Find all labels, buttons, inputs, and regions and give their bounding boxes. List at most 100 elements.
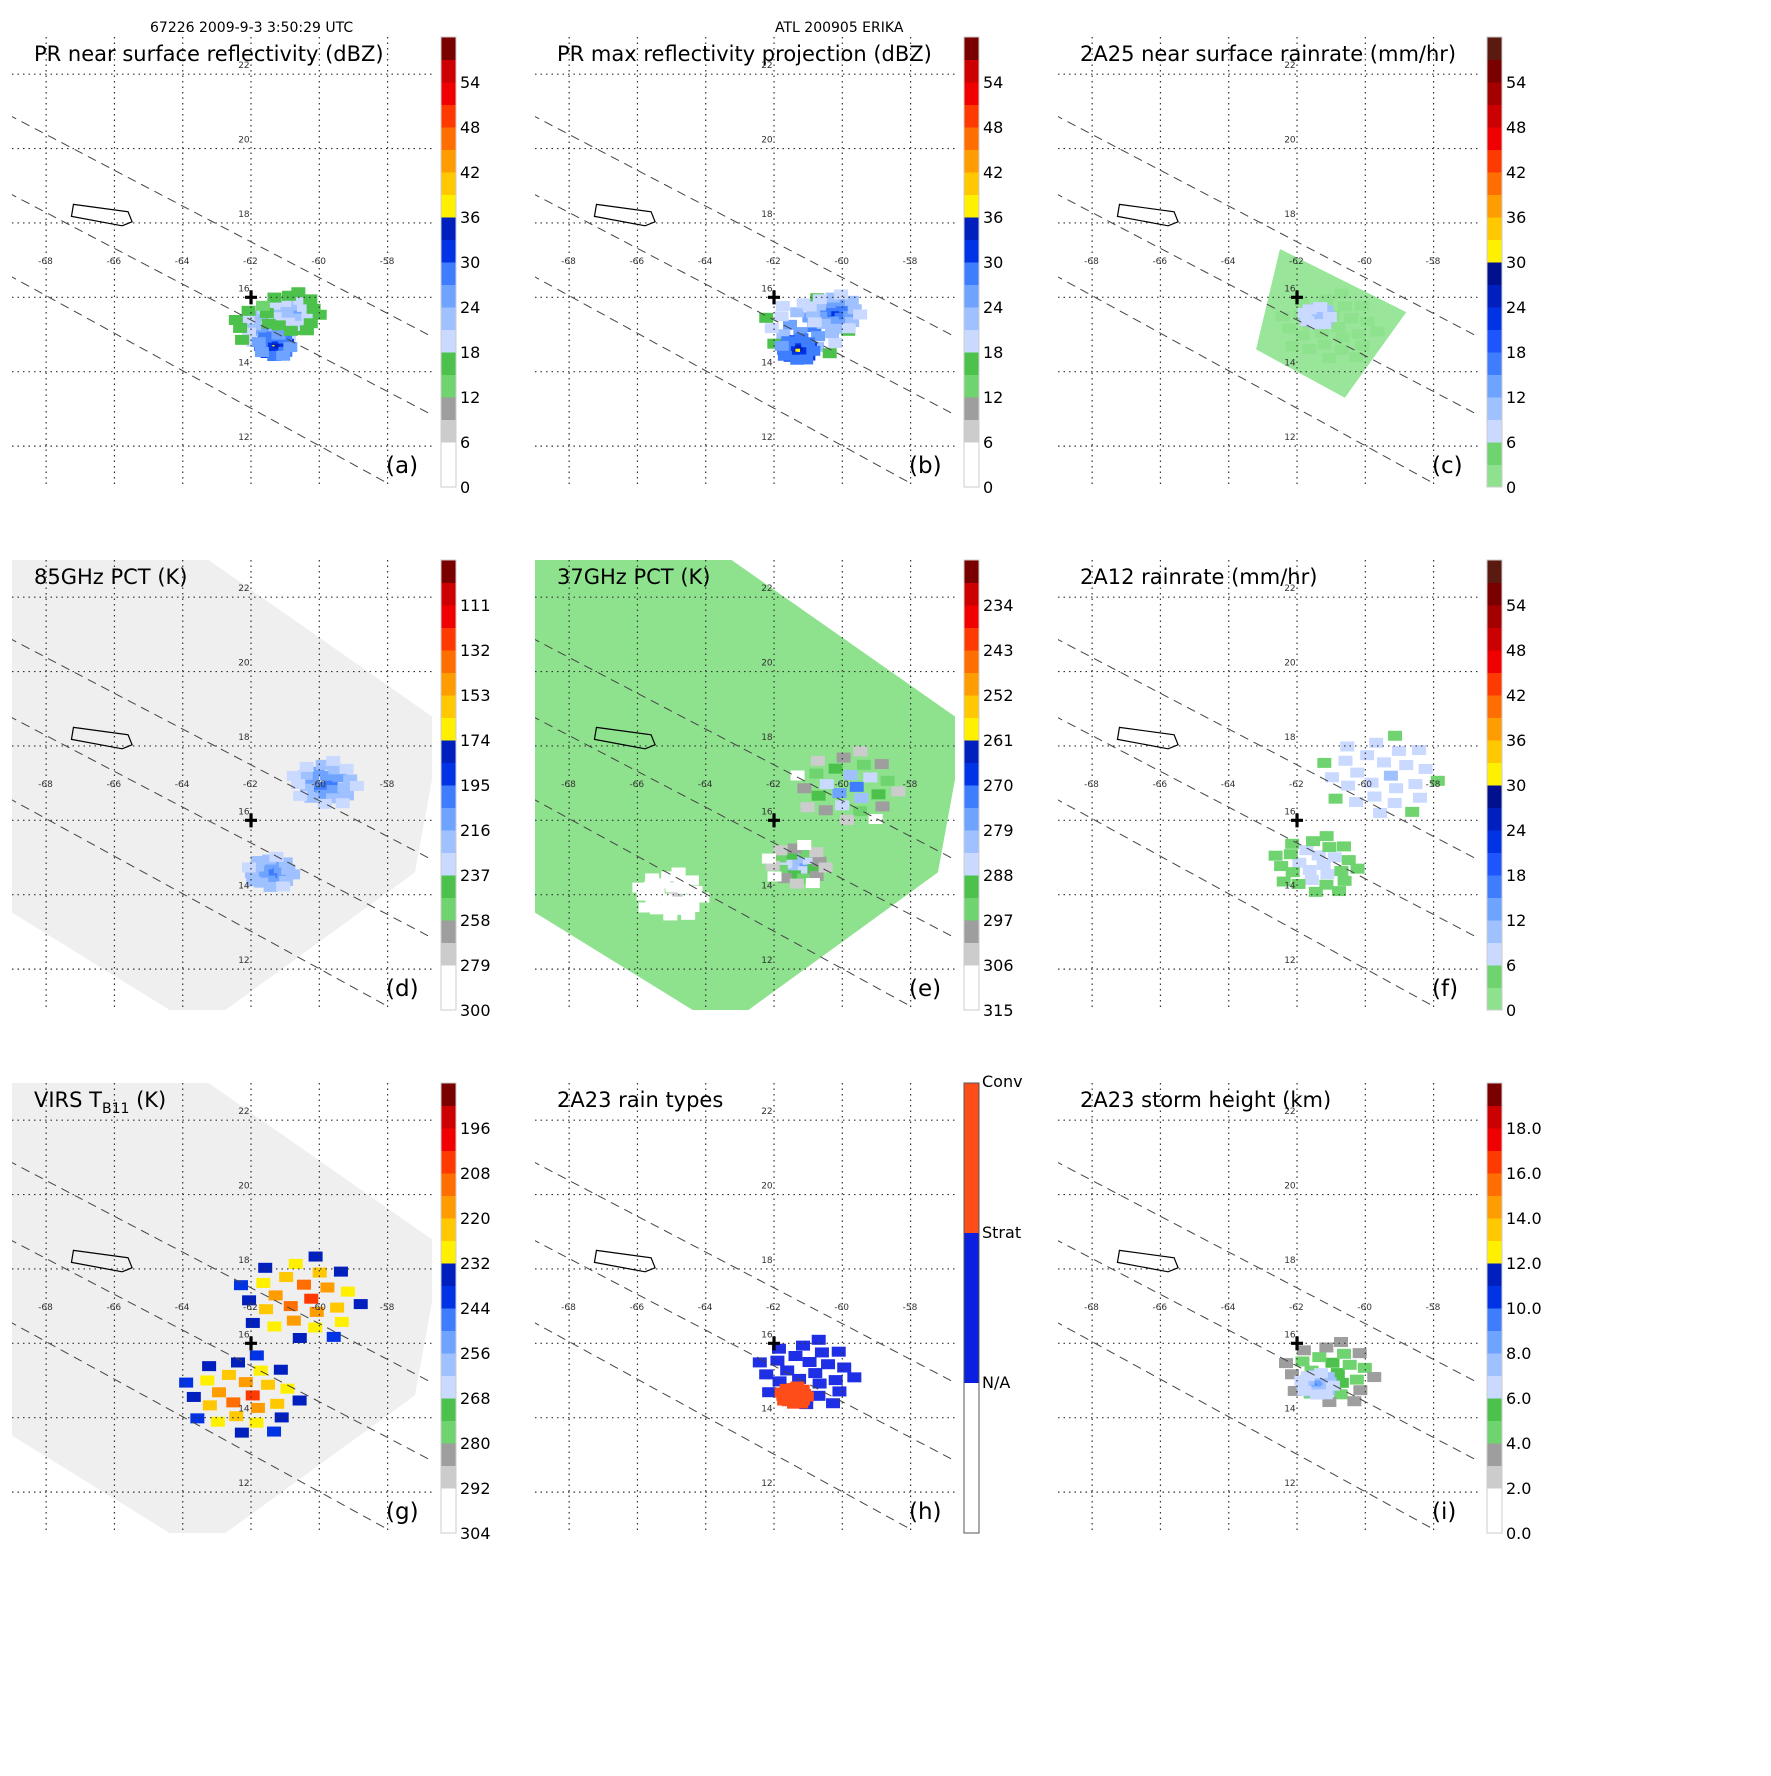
lon-tick-label: -58 <box>1426 257 1441 267</box>
swath-edge-1 <box>12 194 432 416</box>
colorbar-tick-label: 2.0 <box>1506 1479 1531 1498</box>
field-cell-g-1 <box>221 1369 236 1380</box>
field-cell-g-0 <box>309 1306 324 1317</box>
colorbar-tick-label: 300 <box>460 1001 491 1020</box>
field-cell-e-0 <box>843 770 858 781</box>
field-cell-e-0 <box>836 752 851 763</box>
field-cell-a-2 <box>259 307 274 318</box>
panel-label-c: (c) <box>1432 453 1463 479</box>
field-cell-e-1 <box>797 839 812 850</box>
colorbar-segment <box>1487 419 1502 443</box>
swath-edge-0 <box>1058 639 1478 861</box>
colorbar-tick-label: 288 <box>983 866 1014 885</box>
lat-tick-label: 16 <box>238 284 250 294</box>
field-cell-a-0 <box>255 325 270 336</box>
field-cell-g-0 <box>283 1301 298 1312</box>
plot-area-c: -68 -66 -64 -62 -60 -58 22 20 18 16 14 12 <box>1058 37 1478 487</box>
field-cell-b-2 <box>806 307 821 318</box>
field-cell-f-0 <box>1317 757 1332 768</box>
coastline-puerto-rico <box>70 726 133 750</box>
field-cell-h-1 <box>799 1391 814 1402</box>
colorbar-segment <box>441 762 456 786</box>
storm-center-marker <box>1291 813 1304 828</box>
colorbar-tick-label: 12 <box>1506 911 1526 930</box>
field-cell-i-0 <box>1357 1362 1372 1373</box>
lon-tick-label: -66 <box>1152 780 1167 790</box>
colorbar-segment <box>1487 875 1502 898</box>
lat-tick-label: 20 <box>238 136 250 146</box>
colorbar-frame <box>440 36 457 488</box>
colorbar-segment <box>1487 1353 1502 1376</box>
colorbar-segment <box>441 464 456 488</box>
panel-title-f: 2A12 rainrate (mm/hr) <box>1080 565 1317 589</box>
field-cell-f-0 <box>1405 806 1420 817</box>
field-cell-g-0 <box>326 1331 341 1342</box>
lon-tick-label: -58 <box>1426 1303 1441 1313</box>
field-cell-c-0 <box>1285 341 1300 352</box>
field-cell-e-2 <box>658 893 673 904</box>
field-cell-f-1 <box>1268 850 1283 861</box>
lat-tick-label: 14 <box>1284 1405 1296 1415</box>
field-cell-h-0 <box>802 1357 817 1368</box>
field-cell-b-2 <box>834 312 849 323</box>
colorbar-segment <box>1487 127 1502 150</box>
lat-tick-label: 12 <box>761 1479 772 1489</box>
field-cell-i-0 <box>1337 1348 1352 1359</box>
lat-tick-label: 20 <box>761 659 773 669</box>
field-cell-g-1 <box>210 1416 225 1427</box>
colorbar-tick-label: 30 <box>460 253 480 272</box>
field-cell-e-0 <box>868 814 883 825</box>
field-cell-g-0 <box>258 1262 273 1273</box>
lon-tick-label: -62 <box>243 780 258 790</box>
field-cell-g-1 <box>226 1397 241 1408</box>
field-cell-g-1 <box>249 1350 264 1361</box>
lat-tick-label: 22 <box>238 584 249 594</box>
colorbar-segment <box>1487 852 1502 876</box>
field-cell-e-1 <box>805 878 820 889</box>
colorbar-segment <box>1487 1105 1502 1129</box>
lon-tick-label: -60 <box>834 1303 849 1313</box>
colorbar-tick-label: 18 <box>983 343 1003 362</box>
panel-title-c: 2A25 near surface rainrate (mm/hr) <box>1080 42 1456 66</box>
field-cell-i-1 <box>1309 1389 1324 1400</box>
field-cell-f-0 <box>1369 737 1384 748</box>
field-cell-h-0 <box>832 1386 847 1397</box>
colorbar-tick-label: 0 <box>983 478 993 497</box>
lat-tick-label: 16 <box>1284 1330 1296 1340</box>
field-cell-a-2 <box>291 287 306 298</box>
colorbar-tick-label: 216 <box>460 821 491 840</box>
lon-tick-label: -68 <box>561 780 576 790</box>
field-cell-d-0 <box>328 764 343 775</box>
swath-edge-2 <box>12 276 388 484</box>
lon-tick-label: -68 <box>561 257 576 267</box>
field-cell-f-1 <box>1322 842 1337 853</box>
field-cell-b-0 <box>767 338 782 349</box>
colorbar-frame <box>1486 1082 1503 1534</box>
swath-edge-0 <box>12 116 432 338</box>
coastline-puerto-rico <box>593 203 656 227</box>
colorbar-tick-label: 111 <box>460 596 491 615</box>
field-cell-f-0 <box>1387 797 1402 808</box>
field-cell-g-1 <box>245 1390 260 1401</box>
field-cell-g-1 <box>273 1364 288 1375</box>
field-cell-f-0 <box>1412 745 1427 756</box>
field-cell-a-2 <box>266 299 281 310</box>
field-cell-a-2 <box>289 307 304 318</box>
field-cell-a-0 <box>247 320 262 331</box>
colorbar-tick-label: 279 <box>460 956 491 975</box>
colorbar-segment <box>964 397 979 420</box>
field-cell-d-0 <box>291 778 306 789</box>
colorbar-tick-label: 0 <box>460 478 470 497</box>
field-cell-e-0 <box>863 772 878 783</box>
field-cell-c-0 <box>1282 323 1297 334</box>
field-cell-f-1 <box>1274 861 1289 872</box>
colorbar-tick-label: 6 <box>1506 433 1516 452</box>
field-cell-b-1 <box>806 345 821 356</box>
field-cell-g-0 <box>242 1295 257 1306</box>
field-cell-g-0 <box>334 1316 349 1327</box>
field-cell-g-0 <box>312 1267 327 1278</box>
field-cell-i-0 <box>1334 1337 1349 1348</box>
colorbar-segment <box>441 307 456 330</box>
field-cell-b-2 <box>812 294 827 305</box>
lon-tick-label: -60 <box>311 1303 326 1313</box>
